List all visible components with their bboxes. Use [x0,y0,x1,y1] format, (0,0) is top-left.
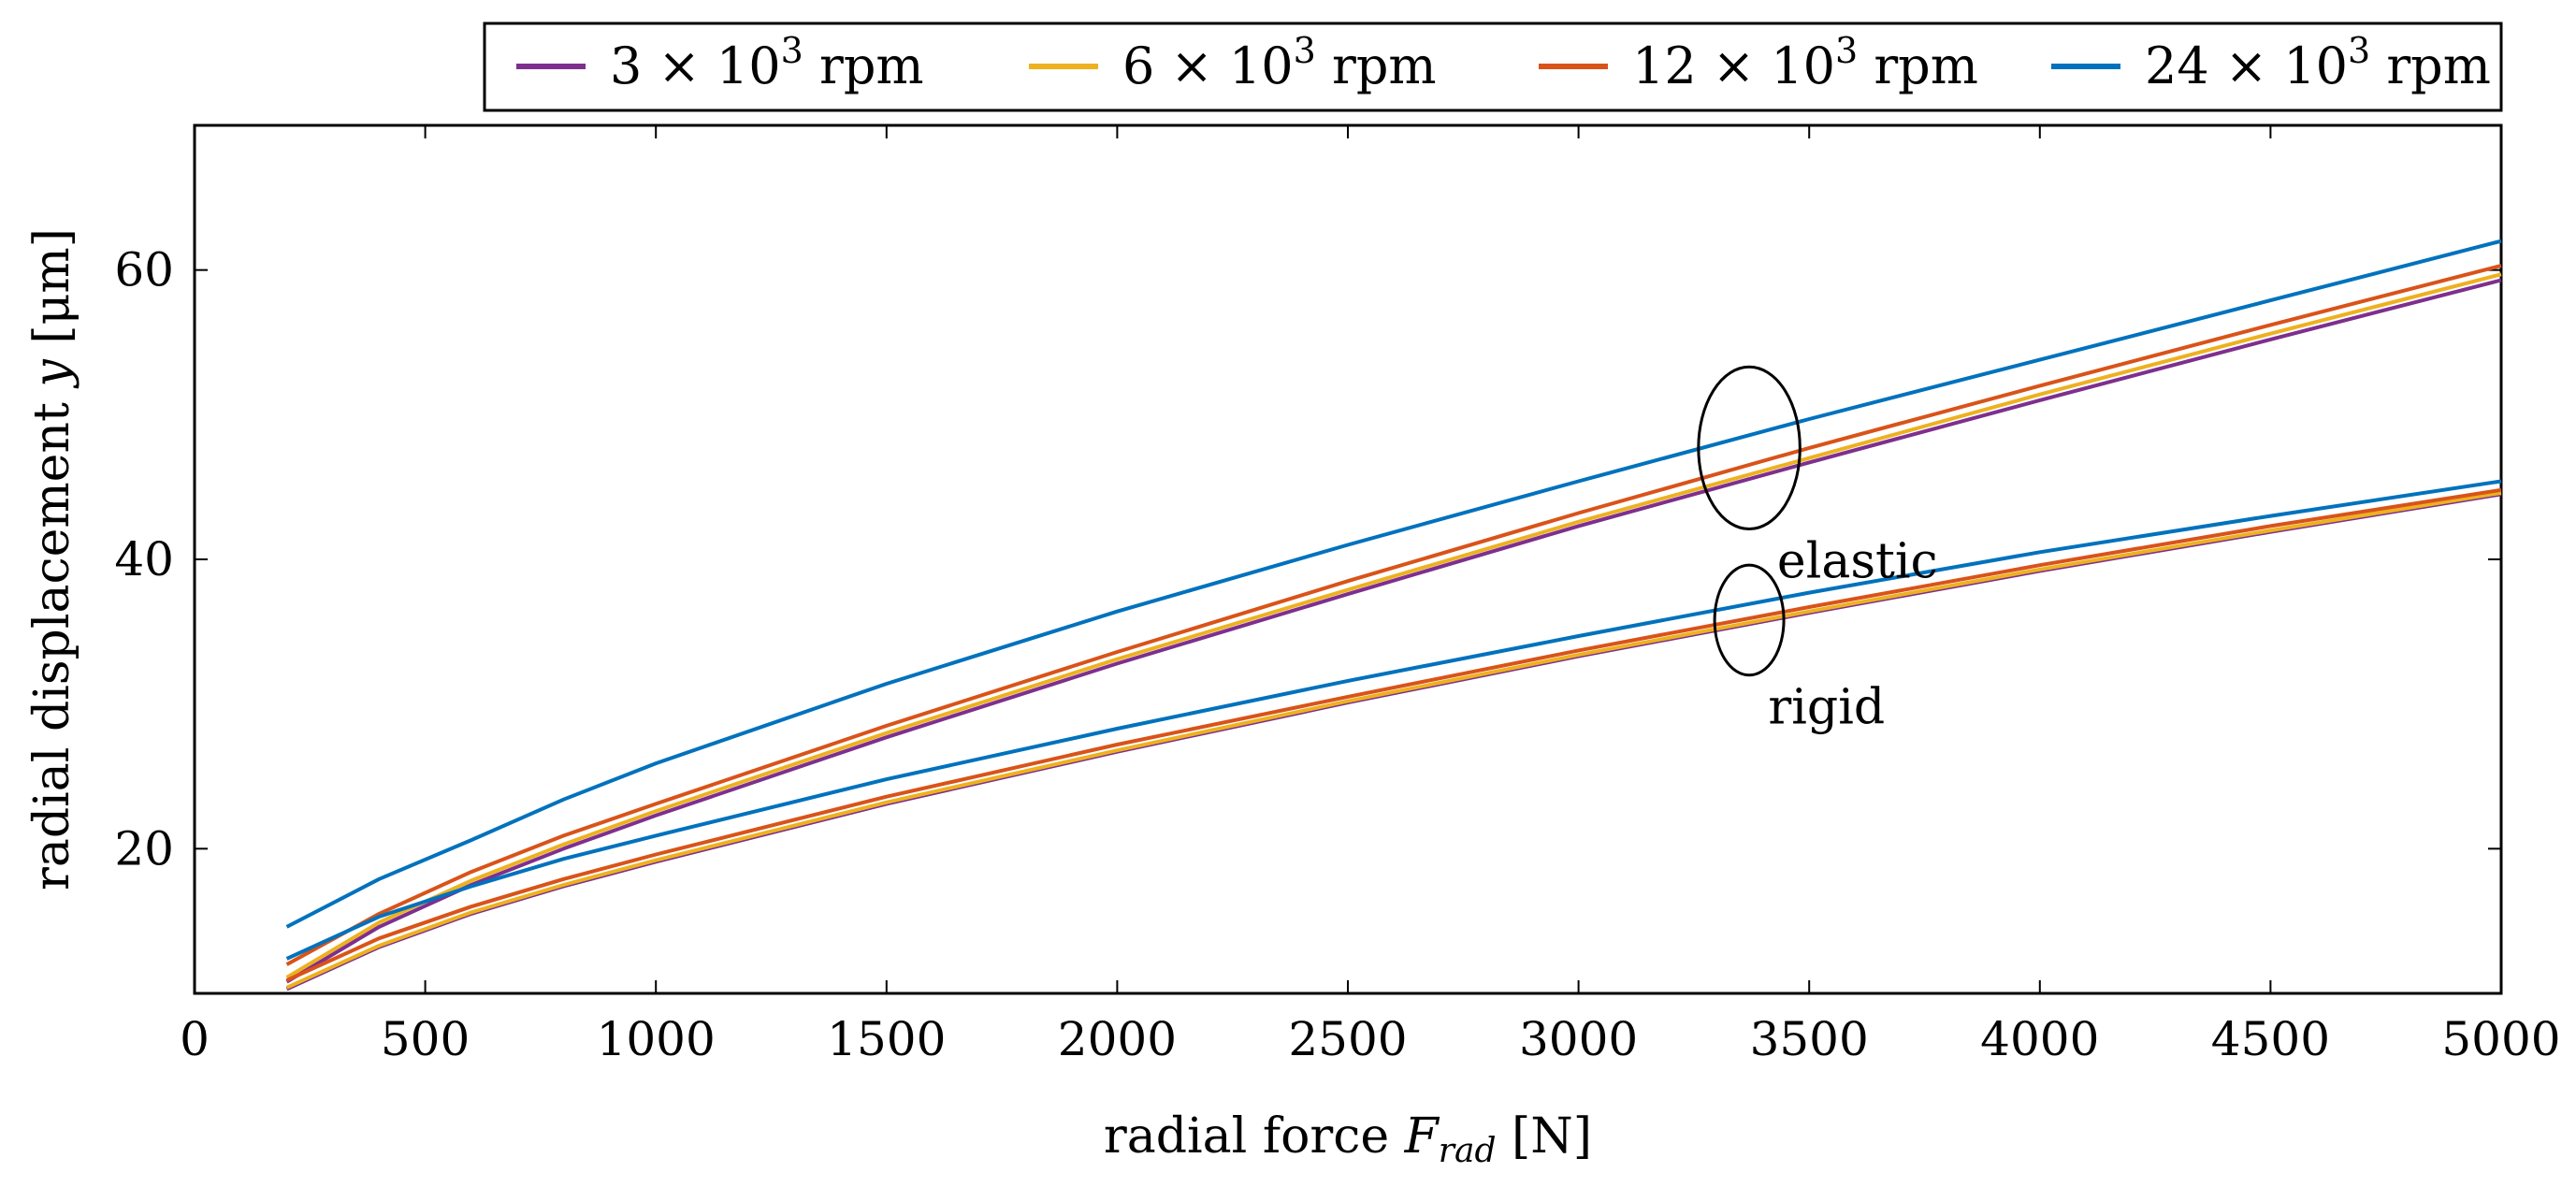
x-tick-label: 4000 [1980,1012,2099,1066]
x-tick-label: 5000 [2441,1012,2560,1066]
series-line-5 [285,490,2502,990]
series-line-6 [285,487,2502,982]
x-axis-title: radial force Frad [N] [1104,1108,1592,1170]
legend-box [483,22,2503,112]
series-line-7 [285,479,2502,961]
series-lines [285,239,2502,992]
annotation-label-elastic: elastic [1777,534,1938,590]
series-line-1 [285,272,2502,979]
axis-ticks: 0 500 1000 1500 2000 2500 3000 3500 4000 4500 5000… [114,125,2561,1066]
series-line-2 [285,264,2502,966]
x-tick-label: 3000 [1519,1012,1638,1066]
plot-frame [193,123,2503,995]
x-tick-label: 2500 [1288,1012,1407,1066]
x-tick-label: 0 [180,1012,210,1066]
legend: 3 × 103 rpm 6 × 103 rpm 12 × 103 rpm 24 × 1… [516,30,2491,95]
legend-entry-3: 24 × 103 rpm [2145,30,2491,95]
annotation-ellipse [1697,365,1802,531]
y-tick-label: 60 [114,243,174,297]
annotations: elastic rigid [1697,365,1938,736]
x-tick-label: 1000 [597,1012,716,1066]
x-tick-label: 4500 [2211,1012,2330,1066]
y-tick-label: 20 [114,821,174,876]
legend-entry-2: 12 × 103 rpm [1632,30,1978,95]
y-axis-title: radial displacement y [μm] [24,228,80,890]
x-tick-label: 500 [381,1012,470,1066]
legend-entry-0: 3 × 103 rpm [610,30,924,95]
x-tick-label: 2000 [1058,1012,1177,1066]
x-tick-label: 3500 [1750,1012,1869,1066]
annotation-label-rigid: rigid [1768,680,1885,736]
x-tick-label: 1500 [827,1012,946,1066]
legend-entry-1: 6 × 103 rpm [1122,30,1437,95]
y-tick-label: 40 [114,532,174,586]
annotation-ellipse [1713,563,1786,677]
series-line-3 [285,239,2502,929]
